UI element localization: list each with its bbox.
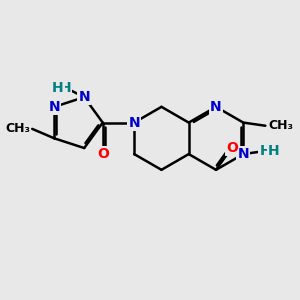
Text: CH₃: CH₃: [268, 119, 293, 132]
Text: O: O: [226, 141, 238, 155]
Text: N: N: [238, 147, 249, 161]
Text: O: O: [97, 147, 109, 161]
Text: N: N: [128, 116, 140, 130]
Text: H: H: [268, 144, 279, 158]
Text: N: N: [78, 90, 90, 104]
Text: N: N: [49, 100, 60, 114]
Text: CH₃: CH₃: [6, 122, 31, 135]
Text: H: H: [59, 81, 71, 95]
Text: N: N: [210, 100, 222, 114]
Text: H: H: [52, 81, 64, 95]
Text: H: H: [260, 144, 271, 158]
